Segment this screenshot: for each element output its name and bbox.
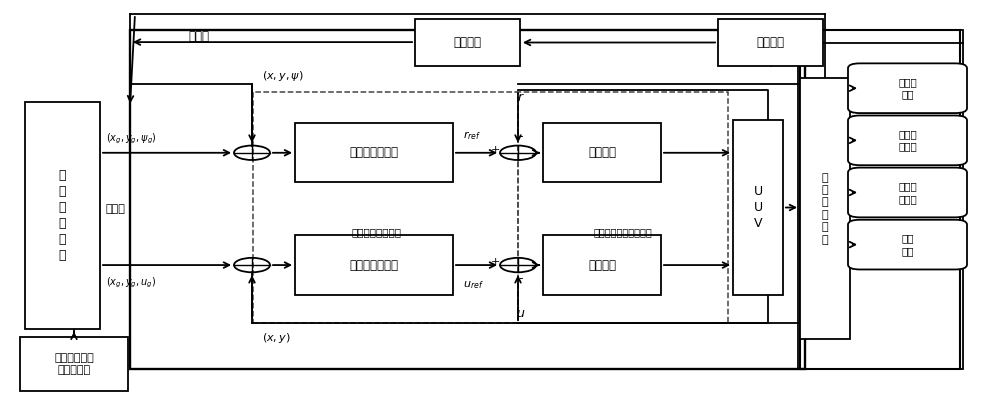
Text: 目
标
状
态
估
计: 目 标 状 态 估 计 <box>59 169 66 262</box>
FancyBboxPatch shape <box>718 19 823 66</box>
Text: 跟踪速度解算器: 跟踪速度解算器 <box>350 259 398 271</box>
FancyBboxPatch shape <box>415 19 520 66</box>
FancyBboxPatch shape <box>543 123 661 182</box>
FancyBboxPatch shape <box>848 63 967 113</box>
FancyBboxPatch shape <box>25 102 100 329</box>
FancyBboxPatch shape <box>543 235 661 295</box>
Text: $u_{ref}$: $u_{ref}$ <box>463 279 484 291</box>
Text: 前视声呐: 前视声呐 <box>453 36 481 49</box>
Text: 位置测
量系统: 位置测 量系统 <box>898 181 917 204</box>
Text: $(x_g,y_g,u_g)$: $(x_g,y_g,u_g)$ <box>106 275 156 290</box>
FancyBboxPatch shape <box>848 220 967 269</box>
FancyBboxPatch shape <box>848 168 967 217</box>
Text: 多普勒
测速仪: 多普勒 测速仪 <box>898 129 917 152</box>
Text: 目标模型与滤
波初值设置: 目标模型与滤 波初值设置 <box>54 353 94 375</box>
Text: 航向制导解算器: 航向制导解算器 <box>350 146 398 159</box>
FancyBboxPatch shape <box>800 78 850 339</box>
Text: $r_{ref}$: $r_{ref}$ <box>463 130 481 142</box>
Text: $u$: $u$ <box>516 307 526 320</box>
Text: U
U
V: U U V <box>753 185 763 230</box>
Text: 估计值: 估计值 <box>106 204 126 213</box>
FancyBboxPatch shape <box>848 115 967 165</box>
Text: 姿态传
感器: 姿态传 感器 <box>898 77 917 99</box>
FancyBboxPatch shape <box>295 123 453 182</box>
FancyBboxPatch shape <box>20 337 128 391</box>
FancyBboxPatch shape <box>295 235 453 295</box>
Text: 速度控制: 速度控制 <box>588 259 616 271</box>
Text: 非奇异终端滑模控制器: 非奇异终端滑模控制器 <box>594 228 652 237</box>
Text: -: - <box>519 272 523 285</box>
Text: $r$: $r$ <box>517 91 525 104</box>
Text: -: - <box>519 130 523 143</box>
Text: $(x_g,y_g,\psi_g)$: $(x_g,y_g,\psi_g)$ <box>106 131 157 146</box>
Text: $(x,y)$: $(x,y)$ <box>262 331 291 345</box>
Text: +: + <box>491 257 500 267</box>
Text: +: + <box>491 145 500 154</box>
Text: 航向控制: 航向控制 <box>588 146 616 159</box>
Text: 组
合
导
航
系
统: 组 合 导 航 系 统 <box>822 172 828 245</box>
FancyBboxPatch shape <box>733 120 783 295</box>
Text: 观测值: 观测值 <box>188 30 209 43</box>
Text: $(x,y,\psi)$: $(x,y,\psi)$ <box>262 69 304 83</box>
Text: 目标轨迹: 目标轨迹 <box>757 36 784 49</box>
Text: 动态跟踪策略模块: 动态跟踪策略模块 <box>351 228 401 237</box>
Text: 避碰
声呐: 避碰 声呐 <box>901 233 914 256</box>
